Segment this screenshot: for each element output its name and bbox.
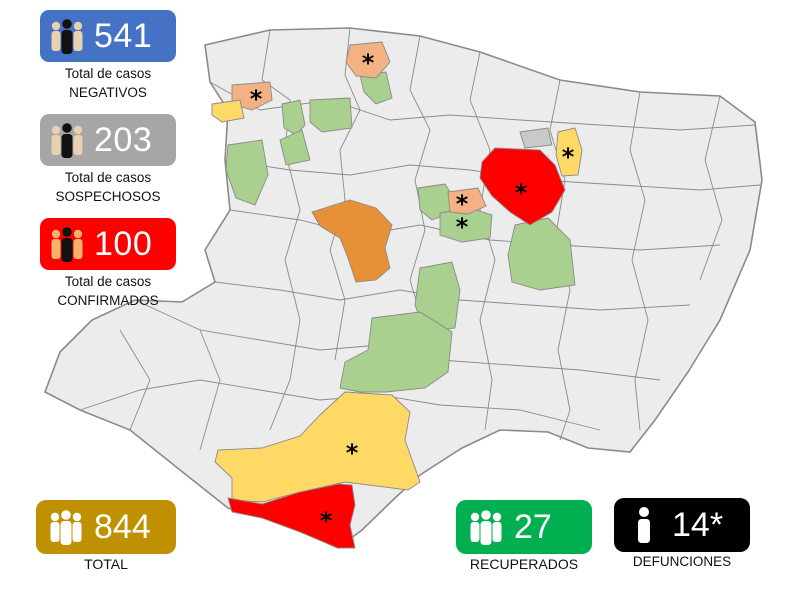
confirmados-caption-line2: CONFIRMADOS (57, 293, 159, 308)
people-group-icon (42, 506, 90, 548)
municipality-yellow (214, 391, 421, 503)
negativos-caption-line1: Total de casos (64, 66, 152, 81)
municipality-red (479, 147, 566, 226)
municipality-red (227, 483, 356, 549)
people-group-icon (44, 224, 90, 264)
death-markers: ******** (250, 49, 575, 535)
sospechosos-value: 203 (94, 121, 153, 159)
municipality-gray (519, 127, 553, 149)
municipality-green (359, 71, 393, 105)
defunciones-badge: 14* (614, 498, 750, 552)
sospechosos-badge: 203 (40, 114, 176, 166)
total-label: TOTAL (84, 556, 128, 572)
person-icon (620, 504, 668, 546)
asterisk-marker: * (346, 439, 359, 467)
negativos-caption: Total de casos NEGATIVOS (30, 64, 186, 102)
municipality-green (225, 139, 269, 206)
municipality-yellow (211, 99, 245, 123)
confirmados-caption-line1: Total de casos (64, 274, 152, 289)
total-value: 844 (94, 508, 151, 546)
municipality-yellow (555, 127, 583, 177)
asterisk-marker: * (456, 213, 469, 241)
defunciones-label: DEFUNCIONES (632, 554, 732, 569)
negativos-value: 541 (94, 17, 153, 55)
asterisk-marker: * (362, 49, 375, 77)
sospechosos-caption-line1: Total de casos (64, 170, 152, 185)
recuperados-badge: 27 (456, 500, 592, 554)
sospechosos-caption-line2: SOSPECHOSOS (55, 189, 161, 204)
people-group-icon (44, 16, 90, 56)
negativos-badge: 541 (40, 10, 176, 62)
people-group-icon (44, 120, 90, 160)
asterisk-marker: * (515, 179, 528, 207)
confirmados-caption: Total de casos CONFIRMADOS (30, 272, 186, 310)
municipality-green (414, 261, 461, 333)
municipalities-highlighted (211, 41, 583, 549)
municipality-green (339, 311, 453, 393)
negativos-caption-line2: NEGATIVOS (69, 85, 147, 100)
confirmados-value: 100 (94, 225, 153, 263)
municipality-orange (345, 41, 391, 79)
state-outline (44, 27, 763, 549)
recuperados-value: 27 (514, 508, 552, 546)
asterisk-marker: * (456, 190, 469, 218)
municipality-green (281, 99, 306, 136)
municipality-green (309, 97, 353, 133)
asterisk-marker: * (250, 85, 263, 113)
municipality-green (279, 129, 311, 166)
municipality-orange (447, 187, 487, 215)
total-badge: 844 (36, 500, 176, 554)
recuperados-label: RECUPERADOS (469, 556, 579, 572)
confirmados-badge: 100 (40, 218, 176, 270)
municipality-green (507, 217, 576, 291)
sospechosos-caption: Total de casos SOSPECHOSOS (30, 168, 186, 206)
defunciones-value: 14* (672, 506, 724, 544)
municipality-dark-orange (311, 199, 393, 283)
asterisk-marker: * (320, 507, 333, 535)
people-group-icon (462, 506, 510, 548)
asterisk-marker: * (562, 143, 575, 171)
